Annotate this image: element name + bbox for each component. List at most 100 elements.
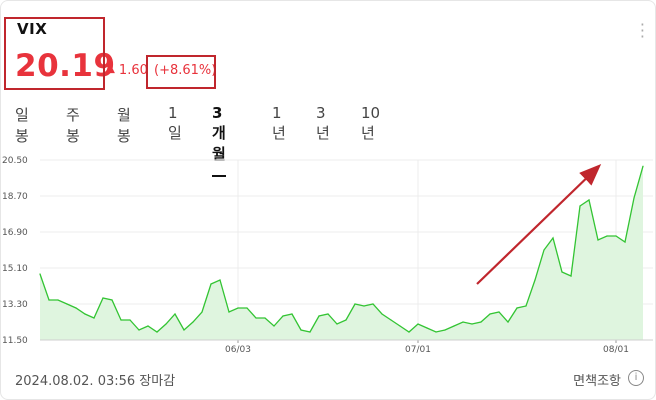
highlight-box-change (146, 55, 216, 89)
data-point (111, 299, 113, 301)
data-point (219, 279, 221, 281)
info-icon[interactable]: i (628, 370, 644, 386)
triangle-up-icon: ▲ (108, 65, 115, 75)
data-point (552, 237, 554, 239)
data-point (588, 199, 590, 201)
area-fill (40, 166, 643, 340)
y-tick-label: 20.50 (2, 156, 28, 166)
y-tick-label: 18.70 (2, 192, 28, 202)
y-tick-label: 11.50 (2, 336, 28, 346)
data-point (543, 249, 545, 251)
data-point (282, 315, 284, 317)
data-point (309, 331, 311, 333)
price-change: ▲ 1.60 (+8.61%) (108, 63, 216, 78)
data-point (246, 307, 248, 309)
data-point (228, 311, 230, 313)
x-tick-label: 07/01 (405, 345, 431, 355)
data-point (39, 273, 41, 275)
data-point (597, 239, 599, 241)
data-point (570, 275, 572, 277)
data-point (75, 307, 77, 309)
tab-3m[interactable]: 3개월 (212, 100, 226, 177)
x-tick-label: 08/01 (603, 345, 629, 355)
annotation-arrow (476, 163, 602, 285)
data-point (498, 311, 500, 313)
data-point (255, 317, 257, 319)
data-point (408, 331, 410, 333)
tab-1d[interactable]: 1일 (168, 104, 182, 142)
data-point (66, 303, 68, 305)
data-point (84, 313, 86, 315)
tab-3y[interactable]: 3년 (316, 104, 330, 142)
data-point (579, 205, 581, 207)
data-point (417, 323, 419, 325)
data-point (129, 319, 131, 321)
tab-daily[interactable]: 일봉 (15, 106, 29, 145)
data-point (606, 235, 608, 237)
current-price: 20.19 (15, 48, 116, 84)
data-point (264, 317, 266, 319)
data-point (381, 313, 383, 315)
data-point (642, 165, 644, 167)
series-line (39, 166, 644, 333)
data-point (174, 313, 176, 315)
data-point (354, 303, 356, 305)
data-point (237, 307, 239, 309)
data-point (138, 329, 140, 331)
price-chart: 20.50 18.70 16.90 15.10 13.30 11.50 06/03 07/01… (2, 156, 653, 355)
y-tick-label: 16.90 (2, 228, 28, 238)
data-point (624, 241, 626, 243)
change-percent: (+8.61%) (154, 63, 217, 78)
data-point (480, 321, 482, 323)
data-point (57, 299, 59, 301)
data-point (435, 331, 437, 333)
data-point (390, 319, 392, 321)
data-point (273, 325, 275, 327)
tab-monthly[interactable]: 월봉 (117, 106, 131, 145)
data-point (372, 303, 374, 305)
ticker-symbol: VIX (17, 20, 48, 38)
data-point (471, 323, 473, 325)
data-point (300, 329, 302, 331)
data-point (192, 321, 194, 323)
data-point (516, 307, 518, 309)
data-point (489, 313, 491, 315)
data-point (453, 325, 455, 327)
data-point (615, 235, 617, 237)
data-point (291, 313, 293, 315)
data-point (462, 321, 464, 323)
data-point (426, 327, 428, 329)
tab-weekly[interactable]: 주봉 (66, 106, 80, 145)
y-tick-label: 13.30 (2, 300, 28, 310)
tab-10y[interactable]: 10년 (361, 104, 381, 142)
market-close-timestamp: 2024.08.02. 03:56 장마감 (15, 374, 176, 389)
data-point (165, 323, 167, 325)
data-point (147, 325, 149, 327)
data-point (183, 329, 185, 331)
y-tick-label: 15.10 (2, 264, 28, 274)
change-value: 1.60 (118, 63, 148, 78)
data-point (120, 319, 122, 321)
data-point (525, 305, 527, 307)
data-point (363, 305, 365, 307)
disclaimer-link[interactable]: 면책조항 (573, 374, 621, 389)
data-point (561, 271, 563, 273)
data-point (327, 313, 329, 315)
highlight-box-price (4, 17, 105, 90)
data-point (93, 317, 95, 319)
data-point (318, 315, 320, 317)
data-point (102, 297, 104, 299)
more-vertical-icon[interactable]: · · · (639, 15, 645, 46)
data-point (156, 331, 158, 333)
data-point (210, 283, 212, 285)
data-point (48, 299, 50, 301)
data-point (345, 319, 347, 321)
data-point (399, 325, 401, 327)
data-point (201, 311, 203, 313)
data-point (633, 197, 635, 199)
tab-1y[interactable]: 1년 (272, 104, 286, 142)
data-point (336, 323, 338, 325)
data-point (507, 321, 509, 323)
data-point (444, 329, 446, 331)
x-tick-label: 06/03 (225, 345, 251, 355)
